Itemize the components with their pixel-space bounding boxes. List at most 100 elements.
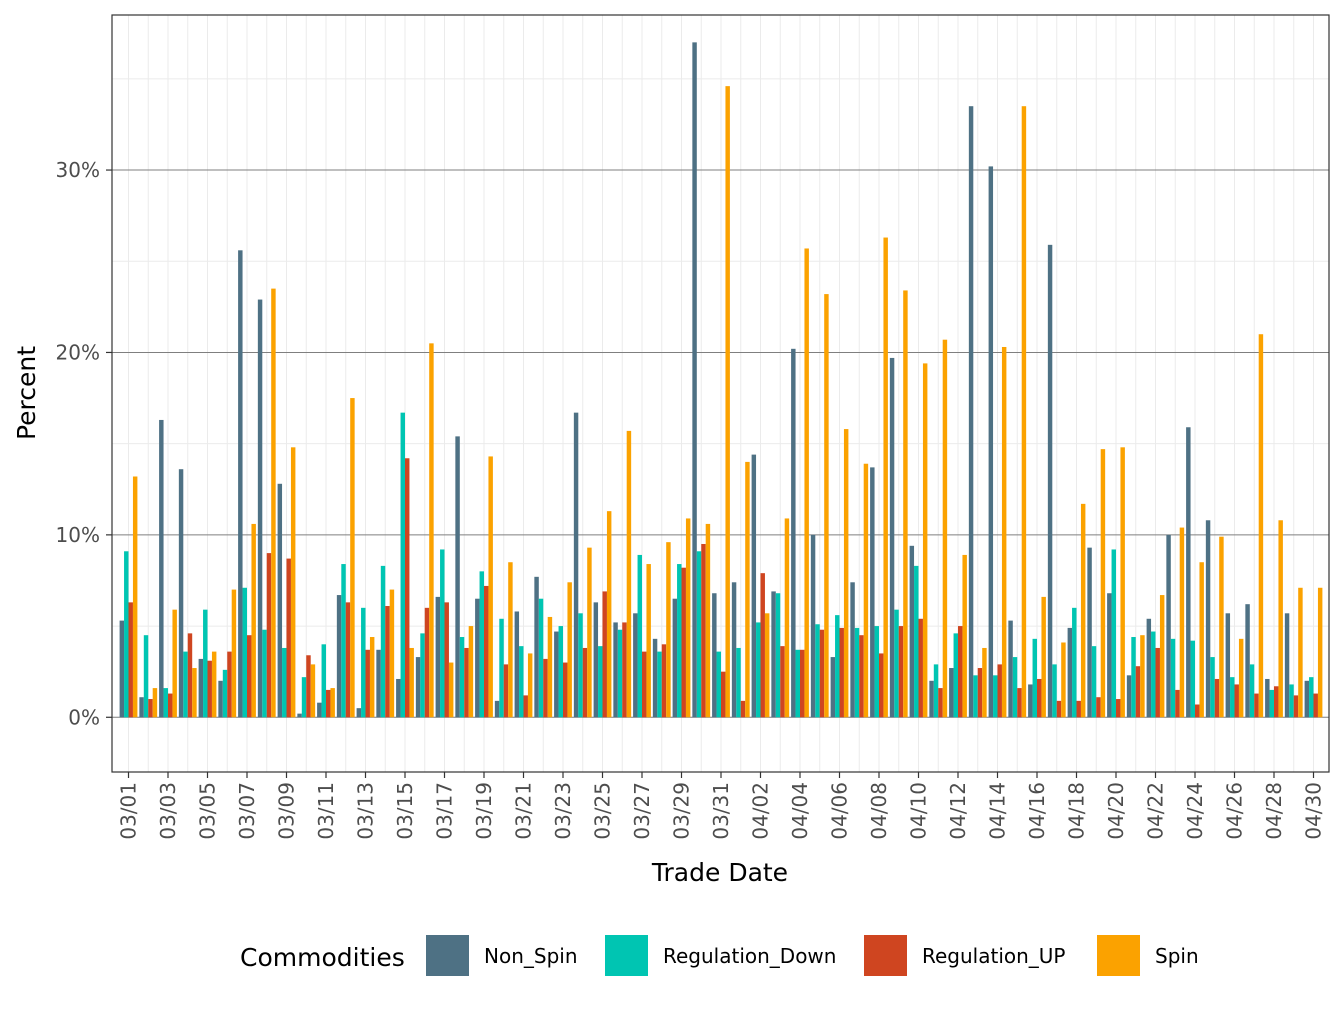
bar-regulation-down <box>1091 646 1097 718</box>
bar-regulation-up <box>1234 684 1239 718</box>
bar-regulation-up <box>819 629 825 718</box>
bar-spin <box>429 343 434 718</box>
bar-regulation-up <box>622 622 627 718</box>
bar-regulation-down <box>183 651 188 718</box>
legend-label: Regulation_UP <box>922 944 1066 968</box>
bar-spin <box>1278 520 1283 718</box>
bar-non-spin <box>1245 604 1250 718</box>
bar-regulation-down <box>420 633 425 718</box>
x-tick-label: 03/09 <box>275 782 299 840</box>
bar-regulation-up <box>1214 678 1220 718</box>
x-tick-label: 03/21 <box>512 782 536 840</box>
bar-regulation-up <box>1056 700 1062 718</box>
bar-regulation-down <box>1032 638 1037 718</box>
bar-regulation-down <box>1111 549 1116 718</box>
bar-spin <box>942 339 948 718</box>
legend-title: Commodities <box>240 943 405 972</box>
bar-spin <box>389 589 395 718</box>
bar-regulation-down <box>1289 684 1294 718</box>
bar-spin <box>1001 346 1007 718</box>
bar-spin <box>1100 449 1106 718</box>
bar-regulation-down <box>1012 657 1018 718</box>
bar-regulation-up <box>1274 686 1279 718</box>
bar-regulation-down <box>756 622 761 718</box>
y-tick-label: 10% <box>56 523 100 547</box>
bar-spin <box>152 688 158 718</box>
bar-regulation-down <box>736 647 741 718</box>
x-tick-label: 03/29 <box>670 782 694 840</box>
bar-non-spin <box>297 713 302 718</box>
bar-regulation-down <box>677 564 682 718</box>
bar-spin <box>192 668 197 718</box>
bar-regulation-up <box>247 635 252 718</box>
bars <box>119 42 1323 718</box>
bar-regulation-up <box>602 591 607 718</box>
legend-label: Non_Spin <box>484 944 578 968</box>
bar-regulation-up <box>523 695 528 718</box>
bar-regulation-down <box>203 609 208 718</box>
x-tick-label: 03/27 <box>630 782 654 840</box>
bar-regulation-down <box>400 412 405 718</box>
legend: Commodities Non_Spin Regulation_Down Regul… <box>240 935 1199 976</box>
bar-regulation-down <box>973 675 978 718</box>
bar-regulation-up <box>740 700 746 718</box>
bar-spin <box>330 688 335 718</box>
x-tick-label: 04/06 <box>828 782 852 840</box>
bar-non-spin <box>455 436 460 718</box>
bar-regulation-down <box>380 565 386 718</box>
bar-non-spin <box>356 708 362 718</box>
bar-regulation-down <box>933 664 939 718</box>
bar-spin <box>685 518 691 718</box>
bar-non-spin <box>573 412 579 718</box>
bar-regulation-up <box>839 627 844 718</box>
bar-regulation-down <box>637 554 642 718</box>
bar-regulation-down <box>361 607 366 718</box>
x-tick-label: 03/13 <box>354 782 378 840</box>
bar-non-spin <box>909 545 915 718</box>
x-tick-label: 03/01 <box>117 782 141 840</box>
bar-non-spin <box>277 483 283 718</box>
bar-regulation-up <box>1293 695 1299 718</box>
x-tick-label: 04/16 <box>1025 782 1049 840</box>
bar-regulation-down <box>124 551 129 718</box>
bar-spin <box>547 616 553 718</box>
bar-regulation-up <box>1195 704 1200 718</box>
bar-non-spin <box>929 680 934 718</box>
x-tick-label: 04/18 <box>1065 782 1089 840</box>
x-tick-label: 04/28 <box>1262 782 1286 840</box>
bar-regulation-down <box>1309 677 1314 718</box>
bar-spin <box>508 562 513 718</box>
x-axis: 03/01 03/03 03/05 03/07 03/09 03/11 03/13 03/15… <box>117 772 1326 840</box>
y-tick-label: 30% <box>56 158 100 182</box>
bar-regulation-up <box>898 626 904 718</box>
bar-regulation-up <box>1096 697 1101 718</box>
bar-regulation-up <box>1037 678 1042 718</box>
x-tick-label: 04/10 <box>907 782 931 840</box>
bar-non-spin <box>178 469 184 718</box>
bar-spin <box>745 461 750 718</box>
bar-regulation-up <box>1135 666 1141 718</box>
bar-non-spin <box>692 42 697 718</box>
bar-spin <box>1041 596 1046 718</box>
bar-non-spin <box>633 613 638 718</box>
bar-regulation-up <box>365 649 370 718</box>
bar-regulation-down <box>1249 664 1255 718</box>
bar-regulation-up <box>721 671 726 718</box>
bar-non-spin <box>1087 547 1092 718</box>
bar-non-spin <box>336 595 342 718</box>
bar-regulation-down <box>301 677 307 718</box>
bar-regulation-up <box>424 607 430 718</box>
bar-non-spin <box>850 582 855 718</box>
bar-non-spin <box>494 700 500 718</box>
bar-regulation-down <box>1151 631 1156 718</box>
bar-non-spin <box>830 657 836 718</box>
bar-spin <box>567 582 572 718</box>
bar-regulation-down <box>282 647 287 718</box>
bar-spin <box>1317 587 1323 718</box>
bar-non-spin <box>317 702 322 718</box>
bar-spin <box>1120 447 1125 718</box>
bar-non-spin <box>396 678 401 718</box>
bar-regulation-up <box>227 651 232 718</box>
legend-key-non-spin <box>426 935 469 976</box>
bar-regulation-down <box>617 629 623 718</box>
